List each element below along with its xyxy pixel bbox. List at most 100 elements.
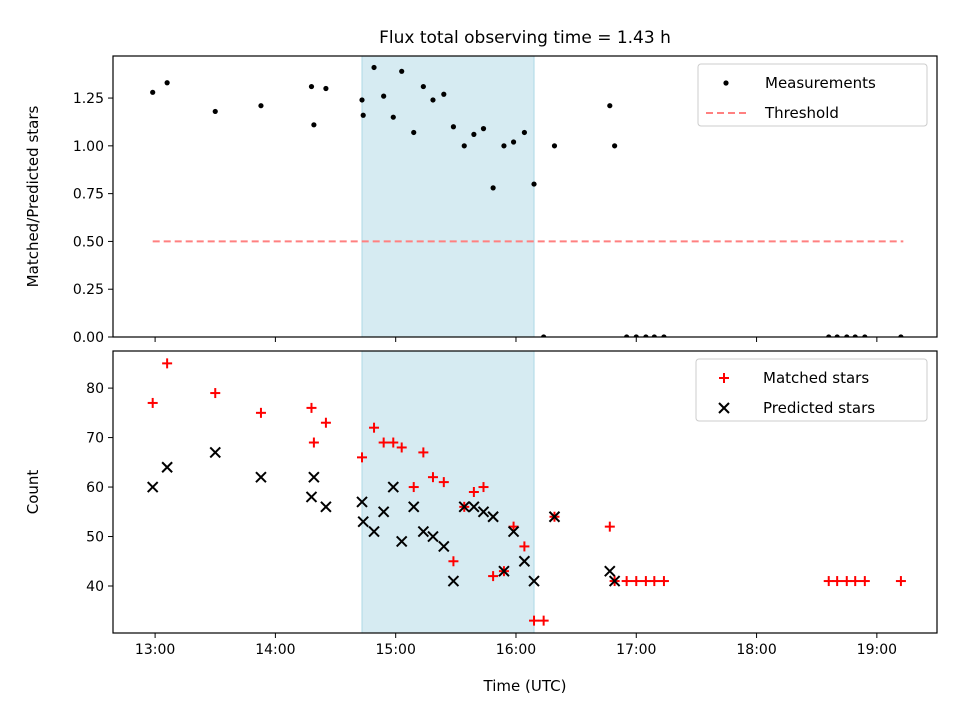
matched-star-point bbox=[529, 615, 540, 626]
matched-star-point bbox=[832, 576, 843, 587]
measurement-point bbox=[607, 103, 613, 109]
chart-title: Flux total observing time = 1.43 h bbox=[379, 28, 671, 48]
measurement-point bbox=[441, 91, 447, 97]
matched-star-point bbox=[378, 437, 389, 448]
predicted-star-point bbox=[507, 525, 520, 538]
matched-star-point bbox=[895, 576, 906, 587]
predicted-star-point bbox=[356, 496, 368, 508]
matched-star-point bbox=[478, 482, 489, 493]
predicted-star-point bbox=[395, 535, 408, 548]
matched-star-point bbox=[357, 452, 368, 463]
y-tick-label: 70 bbox=[86, 431, 104, 447]
measurement-point bbox=[834, 334, 840, 337]
predicted-star-point bbox=[305, 491, 318, 503]
y-tick-label: 1.00 bbox=[73, 139, 104, 155]
x-tick-label: 16:00 bbox=[496, 642, 536, 658]
measurement-point bbox=[411, 129, 417, 136]
predicted-star-point bbox=[487, 511, 499, 523]
measurement-point bbox=[212, 108, 218, 115]
predicted-star-point bbox=[377, 506, 390, 518]
x-tick-label: 15:00 bbox=[376, 642, 416, 658]
measurement-point bbox=[490, 185, 496, 191]
matched-star-point bbox=[649, 576, 660, 587]
measurement-point bbox=[844, 334, 850, 337]
measurement-point bbox=[898, 334, 904, 337]
measurement-point bbox=[510, 139, 517, 145]
y-tick-label: 0.50 bbox=[73, 234, 104, 250]
legend-marker-predicted bbox=[718, 402, 730, 414]
ratio-panel: 0.00 0.25 0.50 0.75 1.00 1.25 Matched/Predicte… bbox=[24, 55, 938, 346]
measurement-point bbox=[450, 124, 457, 130]
measurement-point bbox=[323, 85, 329, 92]
predicted-star-point bbox=[387, 481, 399, 493]
legend: Matched stars Predicted stars bbox=[695, 358, 928, 422]
y-axis-label: Matched/Predicted stars bbox=[24, 106, 42, 288]
matched-star-point bbox=[859, 576, 870, 587]
matched-star-point bbox=[308, 437, 319, 448]
matched-star-point bbox=[621, 576, 632, 587]
predicted-star-point bbox=[438, 540, 450, 553]
measurement-point bbox=[420, 83, 426, 90]
predicted-star-point bbox=[146, 481, 159, 493]
measurement-point bbox=[501, 143, 507, 149]
matched-star-point bbox=[427, 472, 438, 483]
observing-window-band bbox=[361, 350, 535, 634]
measurement-point bbox=[150, 89, 156, 95]
matched-star-point bbox=[604, 521, 615, 532]
y-tick-label: 0.75 bbox=[73, 187, 104, 203]
matched-star-point bbox=[438, 477, 449, 488]
matched-star-point bbox=[658, 576, 669, 587]
x-tick-label: 17:00 bbox=[616, 642, 656, 658]
measurement-point bbox=[551, 143, 558, 149]
x-tick-label: 13:00 bbox=[135, 642, 175, 658]
predicted-star-point bbox=[498, 565, 510, 577]
predicted-star-point bbox=[468, 501, 480, 513]
matched-star-point bbox=[255, 407, 266, 418]
measurement-point bbox=[311, 122, 317, 128]
predicted-star-point bbox=[548, 511, 561, 523]
y-tick-label: 50 bbox=[86, 530, 104, 546]
predicted-star-point bbox=[255, 471, 267, 483]
observing-window-band bbox=[361, 55, 535, 338]
legend-label: Measurements bbox=[765, 74, 876, 92]
y-tick-label: 0.25 bbox=[73, 282, 104, 298]
predicted-star-point bbox=[308, 471, 320, 483]
matched-star-point bbox=[396, 442, 407, 453]
predicted-star-point bbox=[357, 515, 369, 528]
predicted-star-point bbox=[458, 501, 470, 513]
x-tick-label: 18:00 bbox=[736, 642, 776, 658]
measurement-point bbox=[430, 97, 436, 103]
y-tick-label: 60 bbox=[86, 480, 104, 496]
predicted-star-point bbox=[528, 575, 540, 587]
matched-star-point bbox=[408, 482, 419, 493]
matched-star-point bbox=[538, 615, 549, 626]
measurement-point bbox=[862, 334, 868, 337]
measurement-point bbox=[541, 334, 547, 337]
measurement-point bbox=[258, 103, 264, 109]
matched-star-point bbox=[147, 397, 158, 408]
matched-star-point bbox=[488, 571, 499, 582]
matched-star-point bbox=[369, 422, 380, 433]
axes-frame bbox=[112, 350, 938, 634]
measurement-point bbox=[643, 334, 649, 337]
predicted-star-point bbox=[161, 461, 173, 473]
axes-frame bbox=[112, 55, 938, 338]
matched-star-point bbox=[468, 487, 479, 497]
matched-star-point bbox=[388, 437, 399, 448]
measurement-point bbox=[633, 334, 639, 337]
measurement-point bbox=[624, 334, 630, 337]
y-tick-label: 1.25 bbox=[73, 91, 104, 107]
matched-star-point bbox=[823, 576, 834, 587]
measurement-point bbox=[480, 126, 487, 132]
legend-box bbox=[695, 358, 928, 422]
plot-area bbox=[146, 358, 906, 626]
measurement-point bbox=[164, 80, 170, 86]
matched-star-point bbox=[210, 388, 221, 399]
measurement-point bbox=[399, 68, 405, 74]
measurement-point bbox=[826, 334, 832, 337]
legend-marker-measurements bbox=[723, 80, 729, 86]
legend-box bbox=[697, 63, 928, 127]
matched-star-point bbox=[519, 541, 530, 552]
predicted-star-point bbox=[408, 501, 420, 513]
